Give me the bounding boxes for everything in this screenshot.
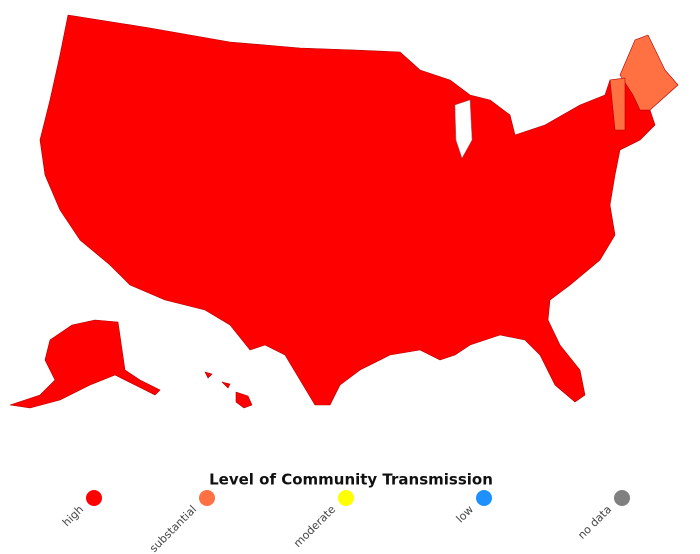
legend-label: substantial — [147, 503, 199, 554]
island — [235, 391, 253, 409]
legend-dot — [199, 490, 215, 506]
region-alaska — [9, 319, 161, 409]
legend-label: low — [454, 503, 476, 525]
legend-dot — [476, 490, 492, 506]
legend-label: no data — [575, 503, 614, 542]
legend-dot — [338, 490, 354, 506]
island — [204, 371, 213, 379]
legend-label: moderate — [291, 503, 338, 550]
region-hawaii — [204, 371, 253, 409]
legend-title: Level of Community Transmission — [209, 471, 493, 489]
legend: high substantial moderate low no data — [60, 490, 630, 554]
legend-label: high — [60, 503, 86, 529]
legend-dot — [86, 490, 102, 506]
region-contiguous — [39, 14, 656, 406]
map — [9, 14, 679, 409]
region-northeast-a — [619, 34, 679, 111]
region-northeast-b — [609, 77, 626, 131]
lake — [454, 99, 473, 159]
legend-dot — [614, 490, 630, 506]
island — [221, 381, 231, 389]
